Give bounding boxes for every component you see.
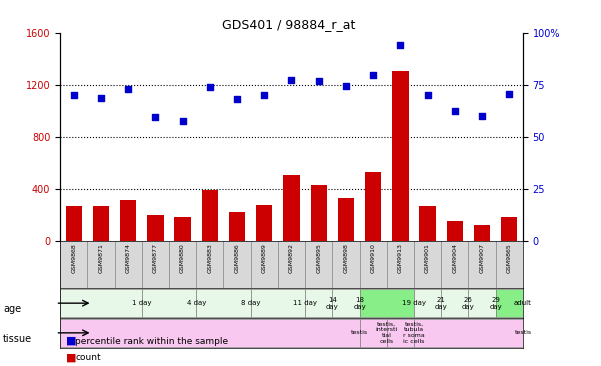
Text: 26
day: 26 day [462,297,475,310]
Point [151,115,160,120]
Text: GSM9901: GSM9901 [425,243,430,273]
Text: testis,
tubula
r soma
ic cells: testis, tubula r soma ic cells [403,322,425,344]
FancyBboxPatch shape [359,289,414,317]
FancyBboxPatch shape [468,289,496,317]
FancyBboxPatch shape [359,318,387,347]
Point [450,108,460,114]
Text: ■: ■ [66,336,76,346]
Text: GSM9904: GSM9904 [453,243,457,273]
FancyBboxPatch shape [305,289,332,317]
FancyBboxPatch shape [414,289,441,317]
Point [477,113,487,119]
Text: testis: testis [514,330,531,335]
Text: GSM9880: GSM9880 [180,243,185,273]
Text: GSM9907: GSM9907 [480,243,484,273]
Point [368,72,378,78]
Text: GSM9877: GSM9877 [153,243,158,273]
Point [341,83,351,89]
Point [395,42,405,48]
FancyBboxPatch shape [387,318,414,347]
FancyBboxPatch shape [496,289,523,317]
Text: age: age [3,304,21,314]
Point [96,95,106,101]
Text: percentile rank within the sample: percentile rank within the sample [75,337,228,346]
Text: testis,
intersti
tial
cells: testis, intersti tial cells [376,322,398,344]
Text: adult: adult [514,300,532,306]
Text: tissue: tissue [3,333,32,344]
Point [123,86,133,92]
Text: GDS401 / 98884_r_at: GDS401 / 98884_r_at [222,18,355,31]
Text: ■: ■ [66,352,76,362]
Bar [338,198,354,241]
FancyBboxPatch shape [60,318,359,347]
Text: GSM9865: GSM9865 [507,243,512,273]
Point [205,84,215,90]
Text: 18
day: 18 day [353,297,366,310]
Text: count: count [75,353,101,362]
Text: GSM9874: GSM9874 [126,243,130,273]
Bar [474,225,490,241]
Text: 29
day: 29 day [489,297,502,310]
Bar [311,185,327,241]
Point [423,92,432,98]
Text: 19 day: 19 day [402,300,426,306]
Bar [93,206,109,241]
FancyBboxPatch shape [251,289,305,317]
Bar [147,216,163,241]
Text: GSM9913: GSM9913 [398,243,403,273]
Text: GSM9889: GSM9889 [262,243,267,273]
Text: GSM9883: GSM9883 [207,243,212,273]
Bar [419,206,436,241]
Text: 11 day: 11 day [293,300,317,306]
Text: GSM9898: GSM9898 [343,243,349,273]
Text: testis: testis [351,330,368,335]
Text: 8 day: 8 day [241,300,260,306]
Text: 1 day: 1 day [132,300,151,306]
Bar [392,71,409,241]
Bar [174,217,191,241]
Bar [256,205,272,241]
Text: GSM9871: GSM9871 [99,243,103,273]
FancyBboxPatch shape [414,318,523,347]
Bar [501,217,517,241]
Text: GSM9895: GSM9895 [316,243,321,273]
FancyBboxPatch shape [60,289,142,317]
Text: 21
day: 21 day [435,297,448,310]
Text: 14
day: 14 day [326,297,339,310]
Point [69,92,79,98]
Bar [66,206,82,241]
Bar [229,212,245,241]
Text: GSM9892: GSM9892 [289,243,294,273]
Text: GSM9886: GSM9886 [234,243,240,273]
Bar [120,200,136,241]
FancyBboxPatch shape [332,289,359,317]
Point [260,92,269,98]
Point [314,78,323,84]
Bar [202,190,218,241]
Text: GSM9910: GSM9910 [371,243,376,273]
Point [178,118,188,124]
Bar [283,175,300,241]
FancyBboxPatch shape [196,289,251,317]
FancyBboxPatch shape [441,289,468,317]
FancyBboxPatch shape [142,289,196,317]
Point [504,91,514,97]
Text: GSM9868: GSM9868 [71,243,76,273]
Point [232,96,242,102]
Bar [447,221,463,241]
Point [287,77,296,83]
Text: 4 day: 4 day [186,300,206,306]
Bar [365,172,381,241]
